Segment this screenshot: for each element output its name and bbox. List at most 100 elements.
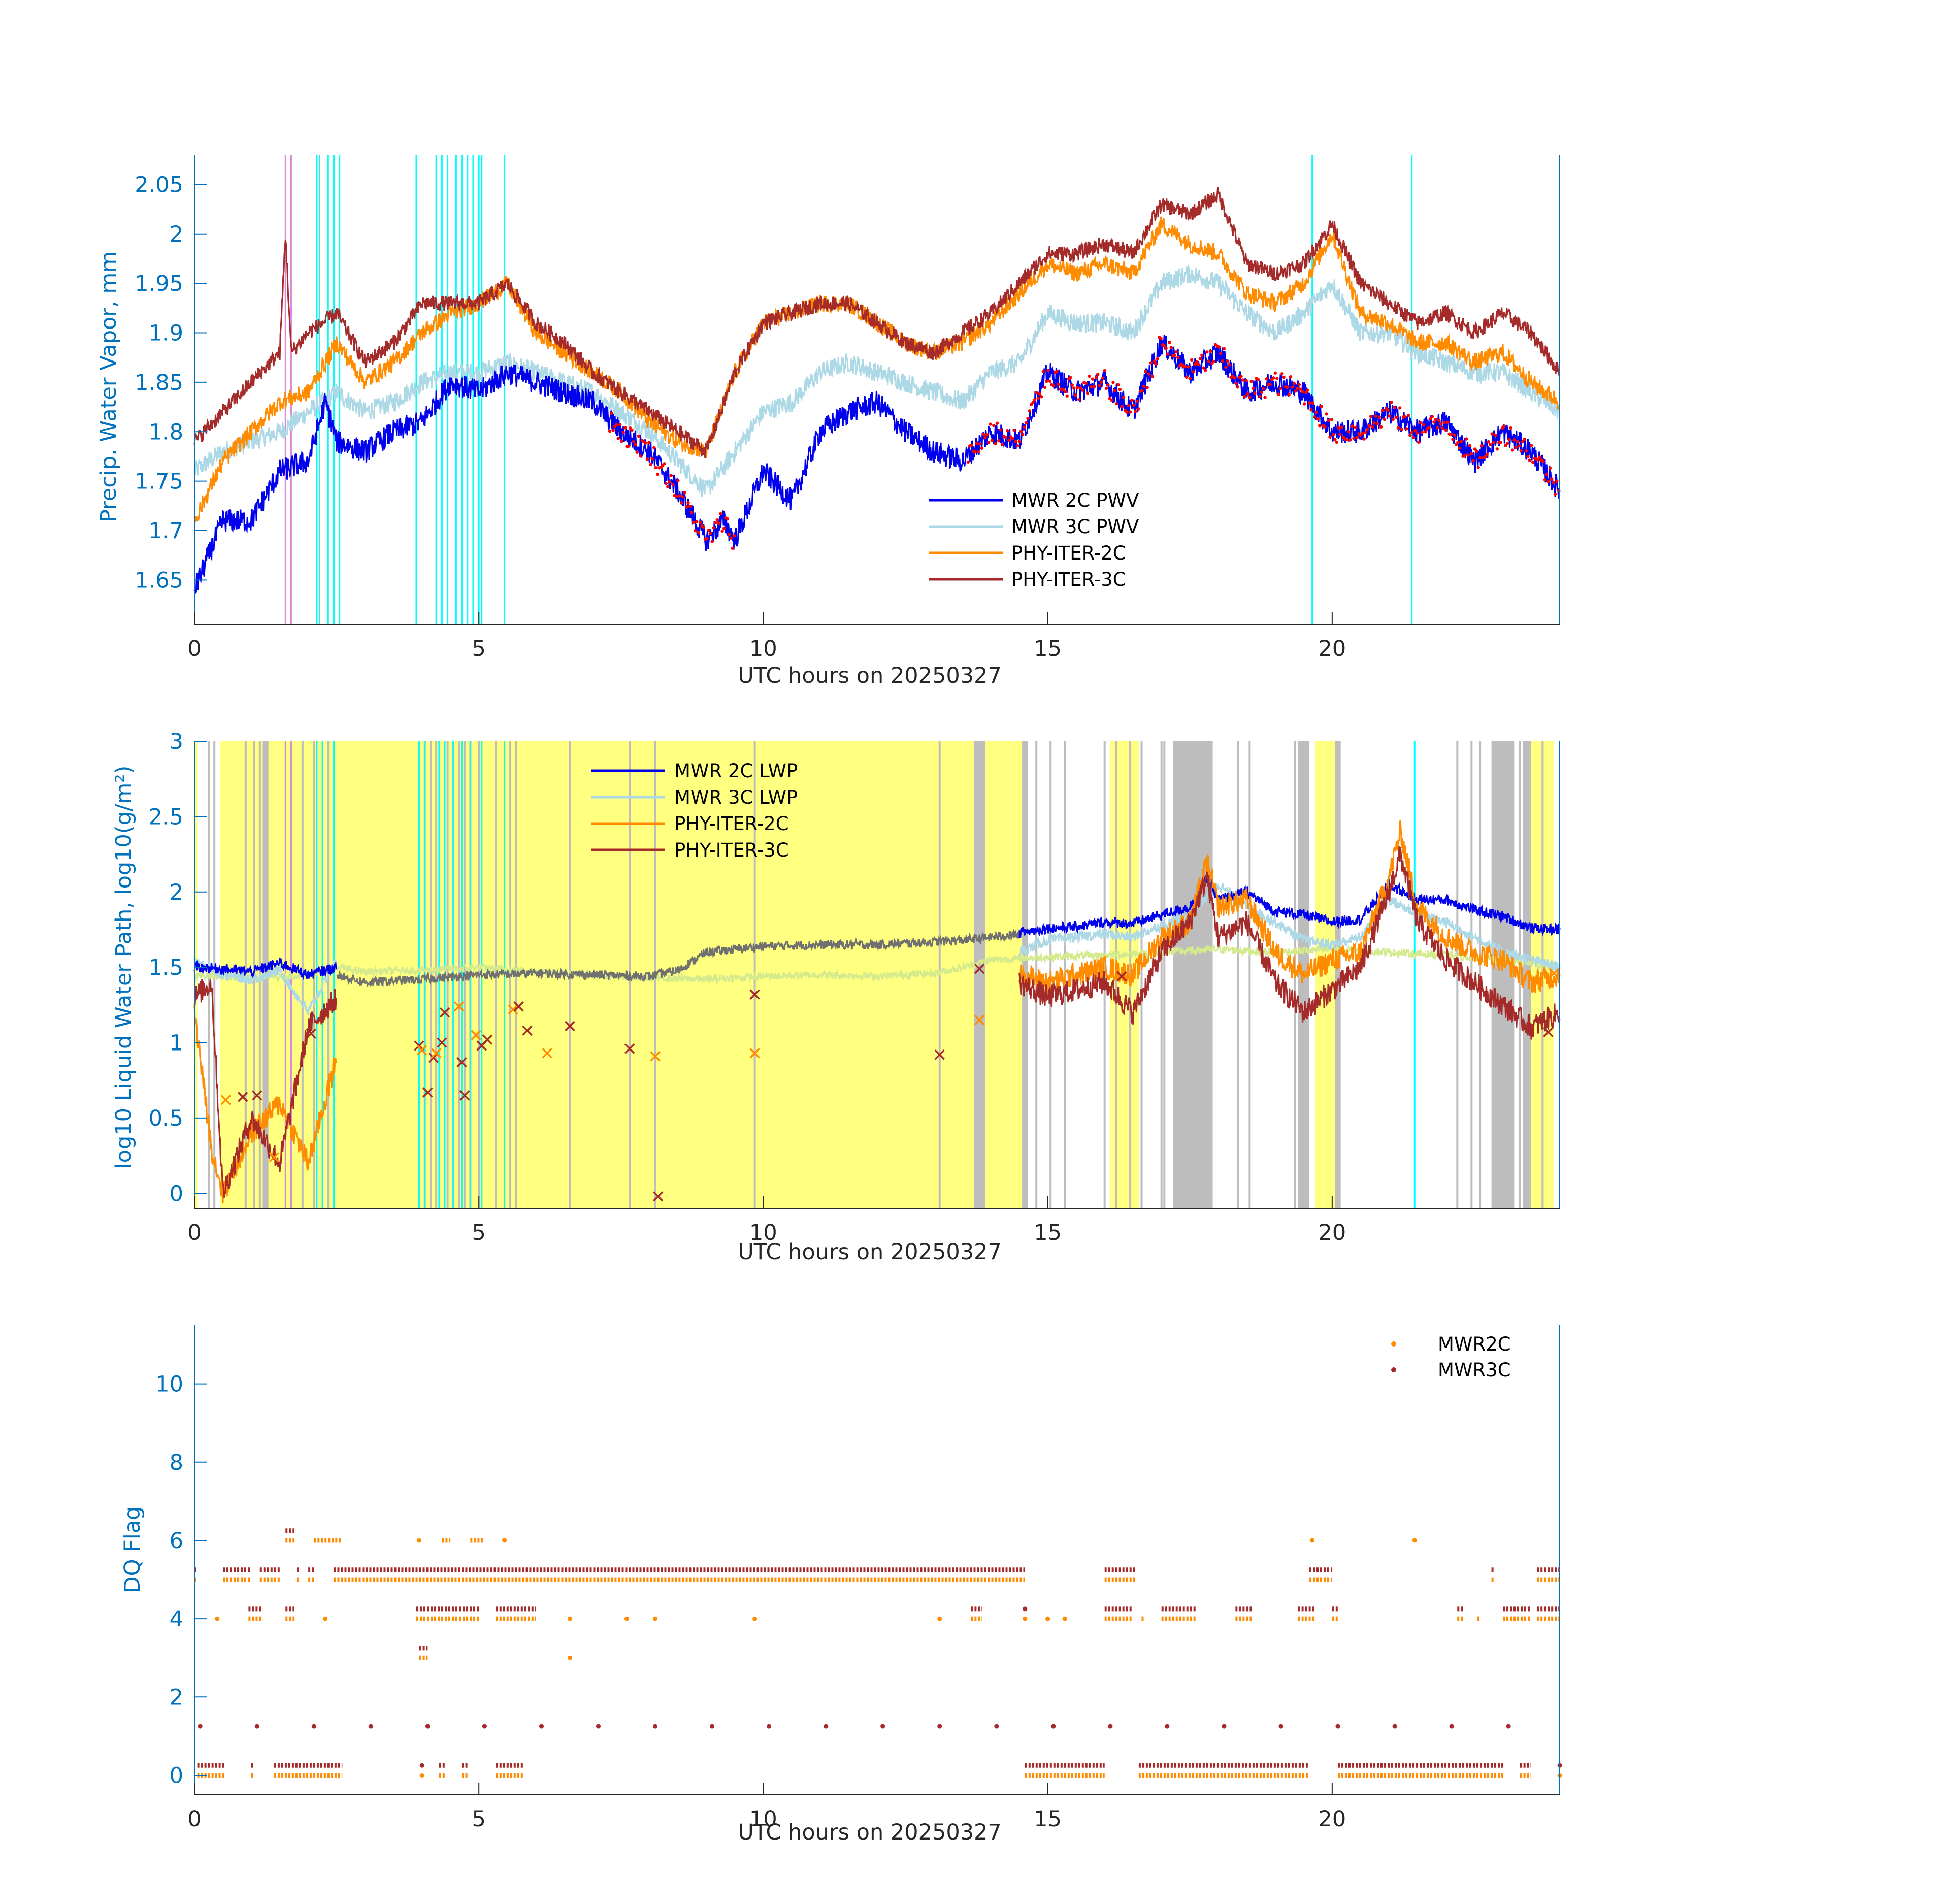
dq-point-phy3c-1-4	[425, 1724, 430, 1729]
dq-point-phy2c-3-5	[502, 1538, 507, 1543]
pwv-flag-point-1-165	[1248, 396, 1252, 399]
pwv-flag-point-1-23	[1005, 429, 1009, 433]
pwv-flag-point-1-82	[1106, 383, 1110, 387]
pwv-flag-point-1-305	[1487, 440, 1491, 444]
dq-point-phy3c-1-1	[254, 1724, 259, 1729]
pwv-flag-point-1-153	[1227, 363, 1231, 367]
pwv-flag-point-1-141	[1207, 359, 1210, 363]
pwv-flag-point-0-27	[654, 466, 657, 469]
pwv-flag-point-0-25	[650, 457, 654, 461]
pwv-flag-point-1-128	[1184, 375, 1189, 379]
pwv-flag-point-0-48	[690, 511, 694, 514]
pwv-flag-point-1-327	[1524, 449, 1528, 453]
pwv-flag-point-1-280	[1444, 429, 1448, 432]
pwv-legend-label-mwr3c: MWR 3C PWV	[1011, 516, 1139, 538]
pwv-flag-point-1-222	[1345, 438, 1349, 442]
pwv-flag-point-1-108	[1150, 375, 1154, 378]
pwv-flag-point-1-60	[1069, 376, 1072, 379]
pwv-flag-point-0-42	[679, 501, 683, 505]
pwv-flag-point-1-252	[1396, 426, 1400, 430]
pwv-flag-point-1-239	[1374, 414, 1378, 418]
pwv-flag-point-0-9	[623, 426, 627, 430]
pwv-flag-point-1-162	[1243, 395, 1246, 398]
pwv-flag-point-1-111	[1156, 357, 1160, 361]
pwv-flag-point-1-32	[1021, 433, 1025, 436]
pwv-flag-point-1-293	[1466, 453, 1470, 457]
pwv-flag-point-1-196	[1301, 390, 1304, 393]
pwv-flag-point-1-12	[986, 441, 991, 444]
pwv-flag-point-1-29	[1016, 444, 1019, 448]
pwv-flag-point-0-33	[664, 482, 668, 485]
dq-y-tick-label-1: 2	[170, 1685, 183, 1710]
pwv-flag-point-1-268	[1424, 430, 1427, 434]
pwv-legend-label-phy3c: PHY-ITER-3C	[1011, 569, 1126, 590]
dq-point-phy3c-1-0	[198, 1724, 203, 1729]
pwv-flag-point-1-161	[1241, 378, 1245, 382]
pwv-flag-point-1-297	[1473, 447, 1477, 451]
dq-x-tick-label-1: 5	[472, 1807, 486, 1832]
dq-panel: 0 5 10 15 20 0 2 4 6 8 10 MWR2C MWR3C UTC hours on…	[120, 1325, 1562, 1845]
dq-point-phy2c-1-6	[568, 1616, 572, 1621]
pwv-flag-point-1-39	[1033, 398, 1037, 402]
pwv-flag-point-1-100	[1137, 407, 1141, 411]
dq-point-phy2c-3-6	[1310, 1538, 1315, 1543]
dq-point-phy3c-1-8	[653, 1724, 657, 1729]
pwv-y-tick-label-5: 1.9	[149, 321, 183, 346]
lwp-y-tick-label-4: 2	[170, 880, 183, 905]
dq-point-phy3c-1-16	[1108, 1724, 1113, 1729]
pwv-flag-point-1-14	[990, 439, 994, 442]
pwv-flag-point-1-150	[1222, 347, 1226, 351]
dq-point-phy3c-1-5	[482, 1724, 487, 1729]
pwv-flag-point-1-279	[1442, 421, 1446, 424]
lwp-marker-x-19	[513, 1001, 524, 1012]
pwv-flag-point-0-73	[733, 534, 736, 538]
lwp-marker-x-4	[306, 1028, 316, 1039]
pwv-flag-point-1-218	[1338, 433, 1342, 436]
pwv-flag-point-1-185	[1282, 375, 1286, 379]
pwv-flag-point-1-4	[973, 450, 977, 454]
pwv-flag-point-0-8	[621, 430, 626, 434]
pwv-flag-point-1-110	[1154, 362, 1158, 366]
lwp-marker-x-26	[749, 989, 760, 1000]
pwv-flag-point-1-244	[1383, 417, 1387, 421]
pwv-flag-point-0-14	[632, 440, 636, 444]
pwv-flag-point-1-211	[1326, 419, 1330, 422]
pwv-flag-point-1-86	[1113, 389, 1116, 392]
lwp-marker-x-31	[1116, 971, 1127, 982]
dq-x-tick-label-0: 0	[187, 1807, 201, 1832]
dq-point-phy2c-1-8	[653, 1616, 657, 1621]
pwv-flag-point-1-179	[1272, 376, 1275, 380]
pwv-flag-point-0-7	[620, 440, 623, 443]
pwv-flag-point-1-139	[1203, 369, 1207, 372]
lwp-marker-x-1	[237, 1092, 248, 1102]
pwv-flag-point-1-17	[995, 421, 999, 425]
dq-point-phy2c-1-12	[1023, 1616, 1028, 1621]
dq-point-phy3c-1-17	[1165, 1724, 1170, 1729]
dq-point-phy3c-1-12	[880, 1724, 885, 1729]
pwv-flag-point-0-32	[663, 462, 666, 466]
pwv-flag-point-0-69	[726, 517, 730, 521]
pwv-flag-point-1-0	[966, 460, 970, 464]
dq-point-phy3c-1-10	[767, 1724, 772, 1729]
pwv-flag-point-1-136	[1198, 357, 1202, 360]
pwv-flag-point-1-113	[1159, 337, 1163, 341]
pwv-flag-point-0-55	[702, 525, 706, 529]
lwp-marker-x-6	[416, 1045, 427, 1056]
pwv-flag-point-1-321	[1514, 445, 1518, 449]
pwv-flag-point-1-317	[1507, 438, 1511, 441]
pwv-flag-point-1-303	[1484, 455, 1487, 459]
pwv-flag-point-1-62	[1072, 386, 1076, 390]
lwp-marker-x-17	[482, 1034, 493, 1045]
pwv-flag-point-1-210	[1325, 412, 1328, 416]
lwp-series-mwr3c-0	[193, 955, 338, 1016]
pwv-flag-point-0-35	[668, 480, 671, 484]
pwv-flag-point-1-79	[1101, 376, 1105, 380]
pwv-flag-point-1-152	[1226, 359, 1229, 363]
lwp-marker-x-13	[456, 1057, 467, 1068]
pwv-flag-point-1-156	[1232, 376, 1236, 380]
lwp-marker-x-14	[459, 1090, 470, 1101]
pwv-flag-point-1-235	[1367, 424, 1371, 428]
pwv-flag-point-1-248	[1390, 401, 1393, 404]
pwv-flag-point-1-324	[1519, 449, 1523, 453]
